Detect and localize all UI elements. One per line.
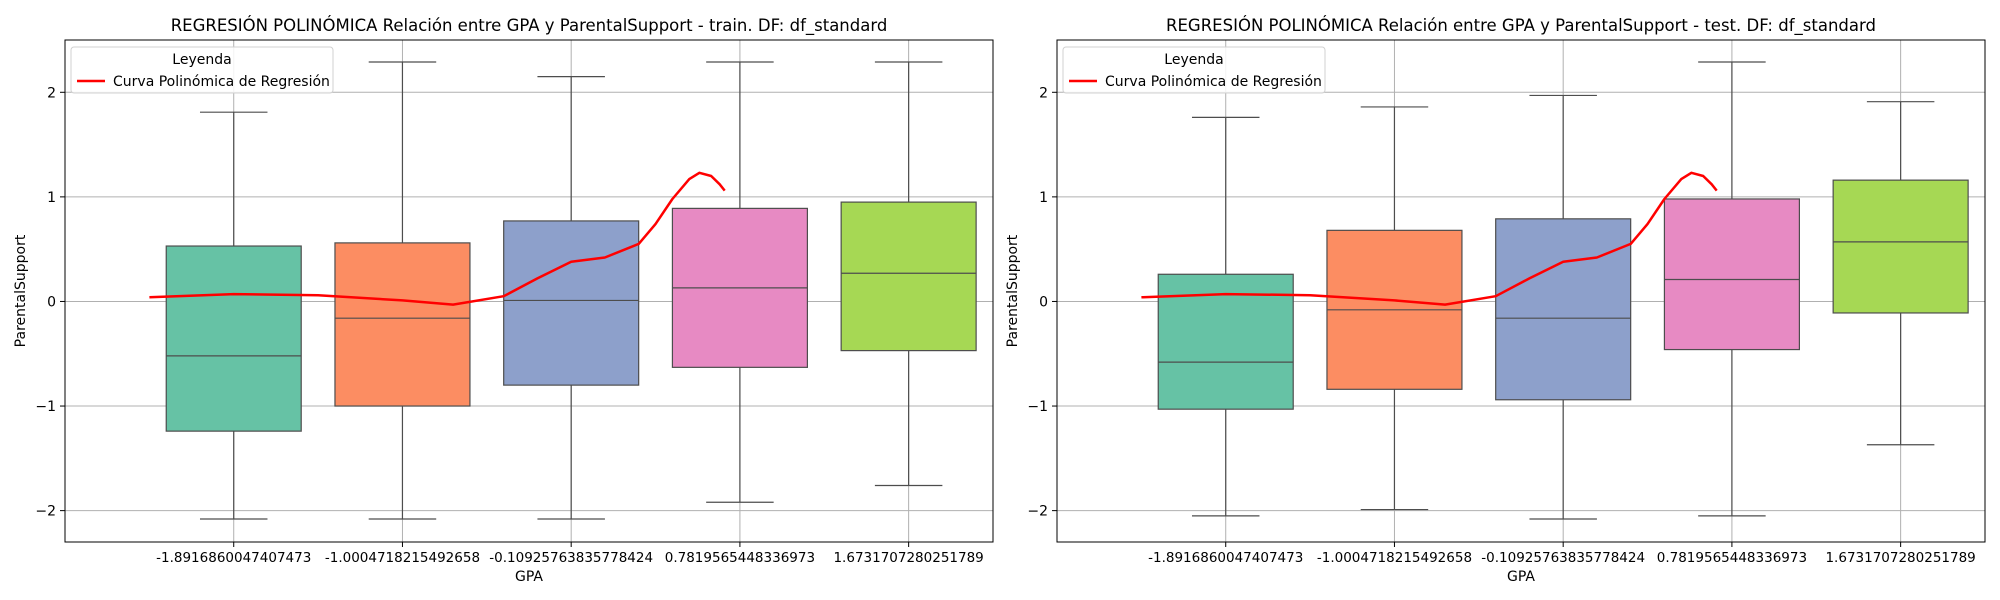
box-5 bbox=[840, 61, 977, 487]
box-2 bbox=[334, 61, 471, 520]
chart-panel-train: −2 −1 0 1 2 -1.8916860047407473 -1.00047182154… bbox=[13, 16, 994, 585]
x-axis-label: GPA bbox=[1507, 569, 1535, 585]
x-tick-label: -0.10925763835778424 bbox=[1481, 550, 1645, 566]
box-1 bbox=[165, 111, 302, 520]
chart-title: REGRESIÓN POLINÓMICA Relación entre GPA … bbox=[1166, 16, 1876, 36]
y-tick-label: 1 bbox=[47, 190, 56, 206]
box-iqr bbox=[840, 201, 977, 352]
x-tick-label: 0.7819565448336973 bbox=[1657, 550, 1807, 566]
y-tick-label: 0 bbox=[1039, 294, 1048, 310]
box-3 bbox=[1495, 94, 1632, 520]
axes-frame bbox=[64, 39, 994, 543]
box-iqr bbox=[1663, 198, 1801, 351]
x-tick-label: -1.0004718215492658 bbox=[325, 550, 480, 566]
legend: Leyenda Curva Polinómica de Regresión bbox=[1062, 46, 1326, 94]
x-tick-label: 1.6731707280251789 bbox=[833, 550, 983, 566]
y-axis-label: ParentalSupport bbox=[1005, 234, 1021, 347]
box-4 bbox=[671, 61, 808, 503]
box-3 bbox=[503, 76, 640, 520]
legend-box bbox=[70, 46, 334, 94]
y-axis-label: ParentalSupport bbox=[13, 234, 29, 347]
box-iqr bbox=[1495, 218, 1632, 401]
regression-curve bbox=[149, 171, 726, 306]
x-tick-label: -1.8916860047407473 bbox=[156, 550, 311, 566]
chart-title: REGRESIÓN POLINÓMICA Relación entre GPA … bbox=[171, 16, 888, 36]
legend-label: Curva Polinómica de Regresión bbox=[1105, 74, 1322, 90]
box-2 bbox=[1326, 106, 1463, 511]
box-iqr bbox=[165, 245, 302, 432]
y-tick-label: −2 bbox=[35, 504, 56, 520]
x-tick-label: -0.10925763835778424 bbox=[489, 550, 653, 566]
legend: Leyenda Curva Polinómica de Regresión bbox=[70, 46, 334, 94]
box-iqr bbox=[1832, 179, 1969, 314]
y-tick-label: 2 bbox=[1039, 85, 1048, 101]
legend-box bbox=[1062, 46, 1326, 94]
x-tick-label: -1.0004718215492658 bbox=[1317, 550, 1472, 566]
x-tick-label: 1.6731707280251789 bbox=[1825, 550, 1975, 566]
box-5 bbox=[1832, 101, 1969, 446]
box-1 bbox=[1157, 116, 1294, 517]
box-iqr bbox=[503, 220, 640, 386]
legend-label: Curva Polinómica de Regresión bbox=[113, 74, 330, 90]
regression-curve bbox=[1141, 171, 1718, 306]
box-4 bbox=[1663, 61, 1801, 517]
chart-panel-test: −2 −1 0 1 2 -1.8916860047407473 -1.00047182154… bbox=[1005, 16, 1986, 585]
x-tick-label: -1.8916860047407473 bbox=[1148, 550, 1303, 566]
legend-title: Leyenda bbox=[172, 52, 231, 68]
y-tick-label: −2 bbox=[1027, 504, 1048, 520]
y-tick-label: 1 bbox=[1039, 190, 1048, 206]
legend-title: Leyenda bbox=[1164, 52, 1223, 68]
x-axis-label: GPA bbox=[515, 569, 543, 585]
y-tick-label: −1 bbox=[35, 399, 56, 415]
box-iqr bbox=[334, 242, 471, 407]
y-tick-label: −1 bbox=[1027, 399, 1048, 415]
x-tick-label: 0.7819565448336973 bbox=[665, 550, 815, 566]
axes-frame bbox=[1056, 39, 1986, 543]
y-tick-label: 2 bbox=[47, 85, 56, 101]
y-tick-label: 0 bbox=[47, 294, 56, 310]
